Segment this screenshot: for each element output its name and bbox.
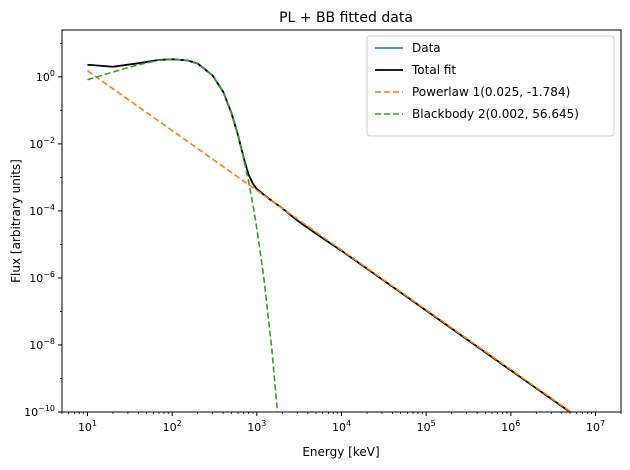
series-line-4	[87, 58, 279, 412]
x-tick-label-5: 105	[417, 419, 436, 434]
x-axis-title: Energy [keV]	[302, 445, 379, 459]
legend-label-4: Blackbody 2(0.002, 56.645)	[412, 107, 579, 121]
x-tick-label-6: 106	[501, 419, 520, 434]
y-tick-label-1: 100	[36, 69, 55, 84]
x-tick-label-4: 104	[332, 419, 351, 434]
y-tick-label-3: 10−4	[29, 203, 55, 218]
y-tick-label-4: 10−6	[29, 270, 55, 285]
chart-title: PL + BB fitted data	[279, 10, 413, 26]
x-axis: 101 102 103 104 105 106 107	[61, 412, 622, 434]
y-axis-title: Flux [arbitrary units]	[9, 159, 23, 283]
legend-box	[366, 35, 615, 137]
legend-label-2: Total fit	[411, 63, 456, 77]
series-line-3	[87, 70, 571, 412]
y-tick-label-2: 10−2	[29, 136, 55, 151]
x-tick-label-3: 103	[247, 419, 266, 434]
legend-label-1: Data	[412, 41, 441, 55]
x-tick-label-1: 101	[78, 419, 97, 434]
y-axis: 100 10−2 10−4 10−6 10−8 10−10	[24, 42, 62, 419]
x-tick-label-2: 102	[163, 419, 182, 434]
legend: Data Total fit Powerlaw 1(0.025, -1.784) Bl…	[366, 35, 615, 137]
legend-label-3: Powerlaw 1(0.025, -1.784)	[412, 85, 570, 99]
x-tick-label-7: 107	[586, 419, 605, 434]
y-tick-label-6: 10−10	[24, 404, 55, 419]
y-tick-label-5: 10−8	[29, 337, 55, 352]
series-layer	[87, 58, 571, 412]
